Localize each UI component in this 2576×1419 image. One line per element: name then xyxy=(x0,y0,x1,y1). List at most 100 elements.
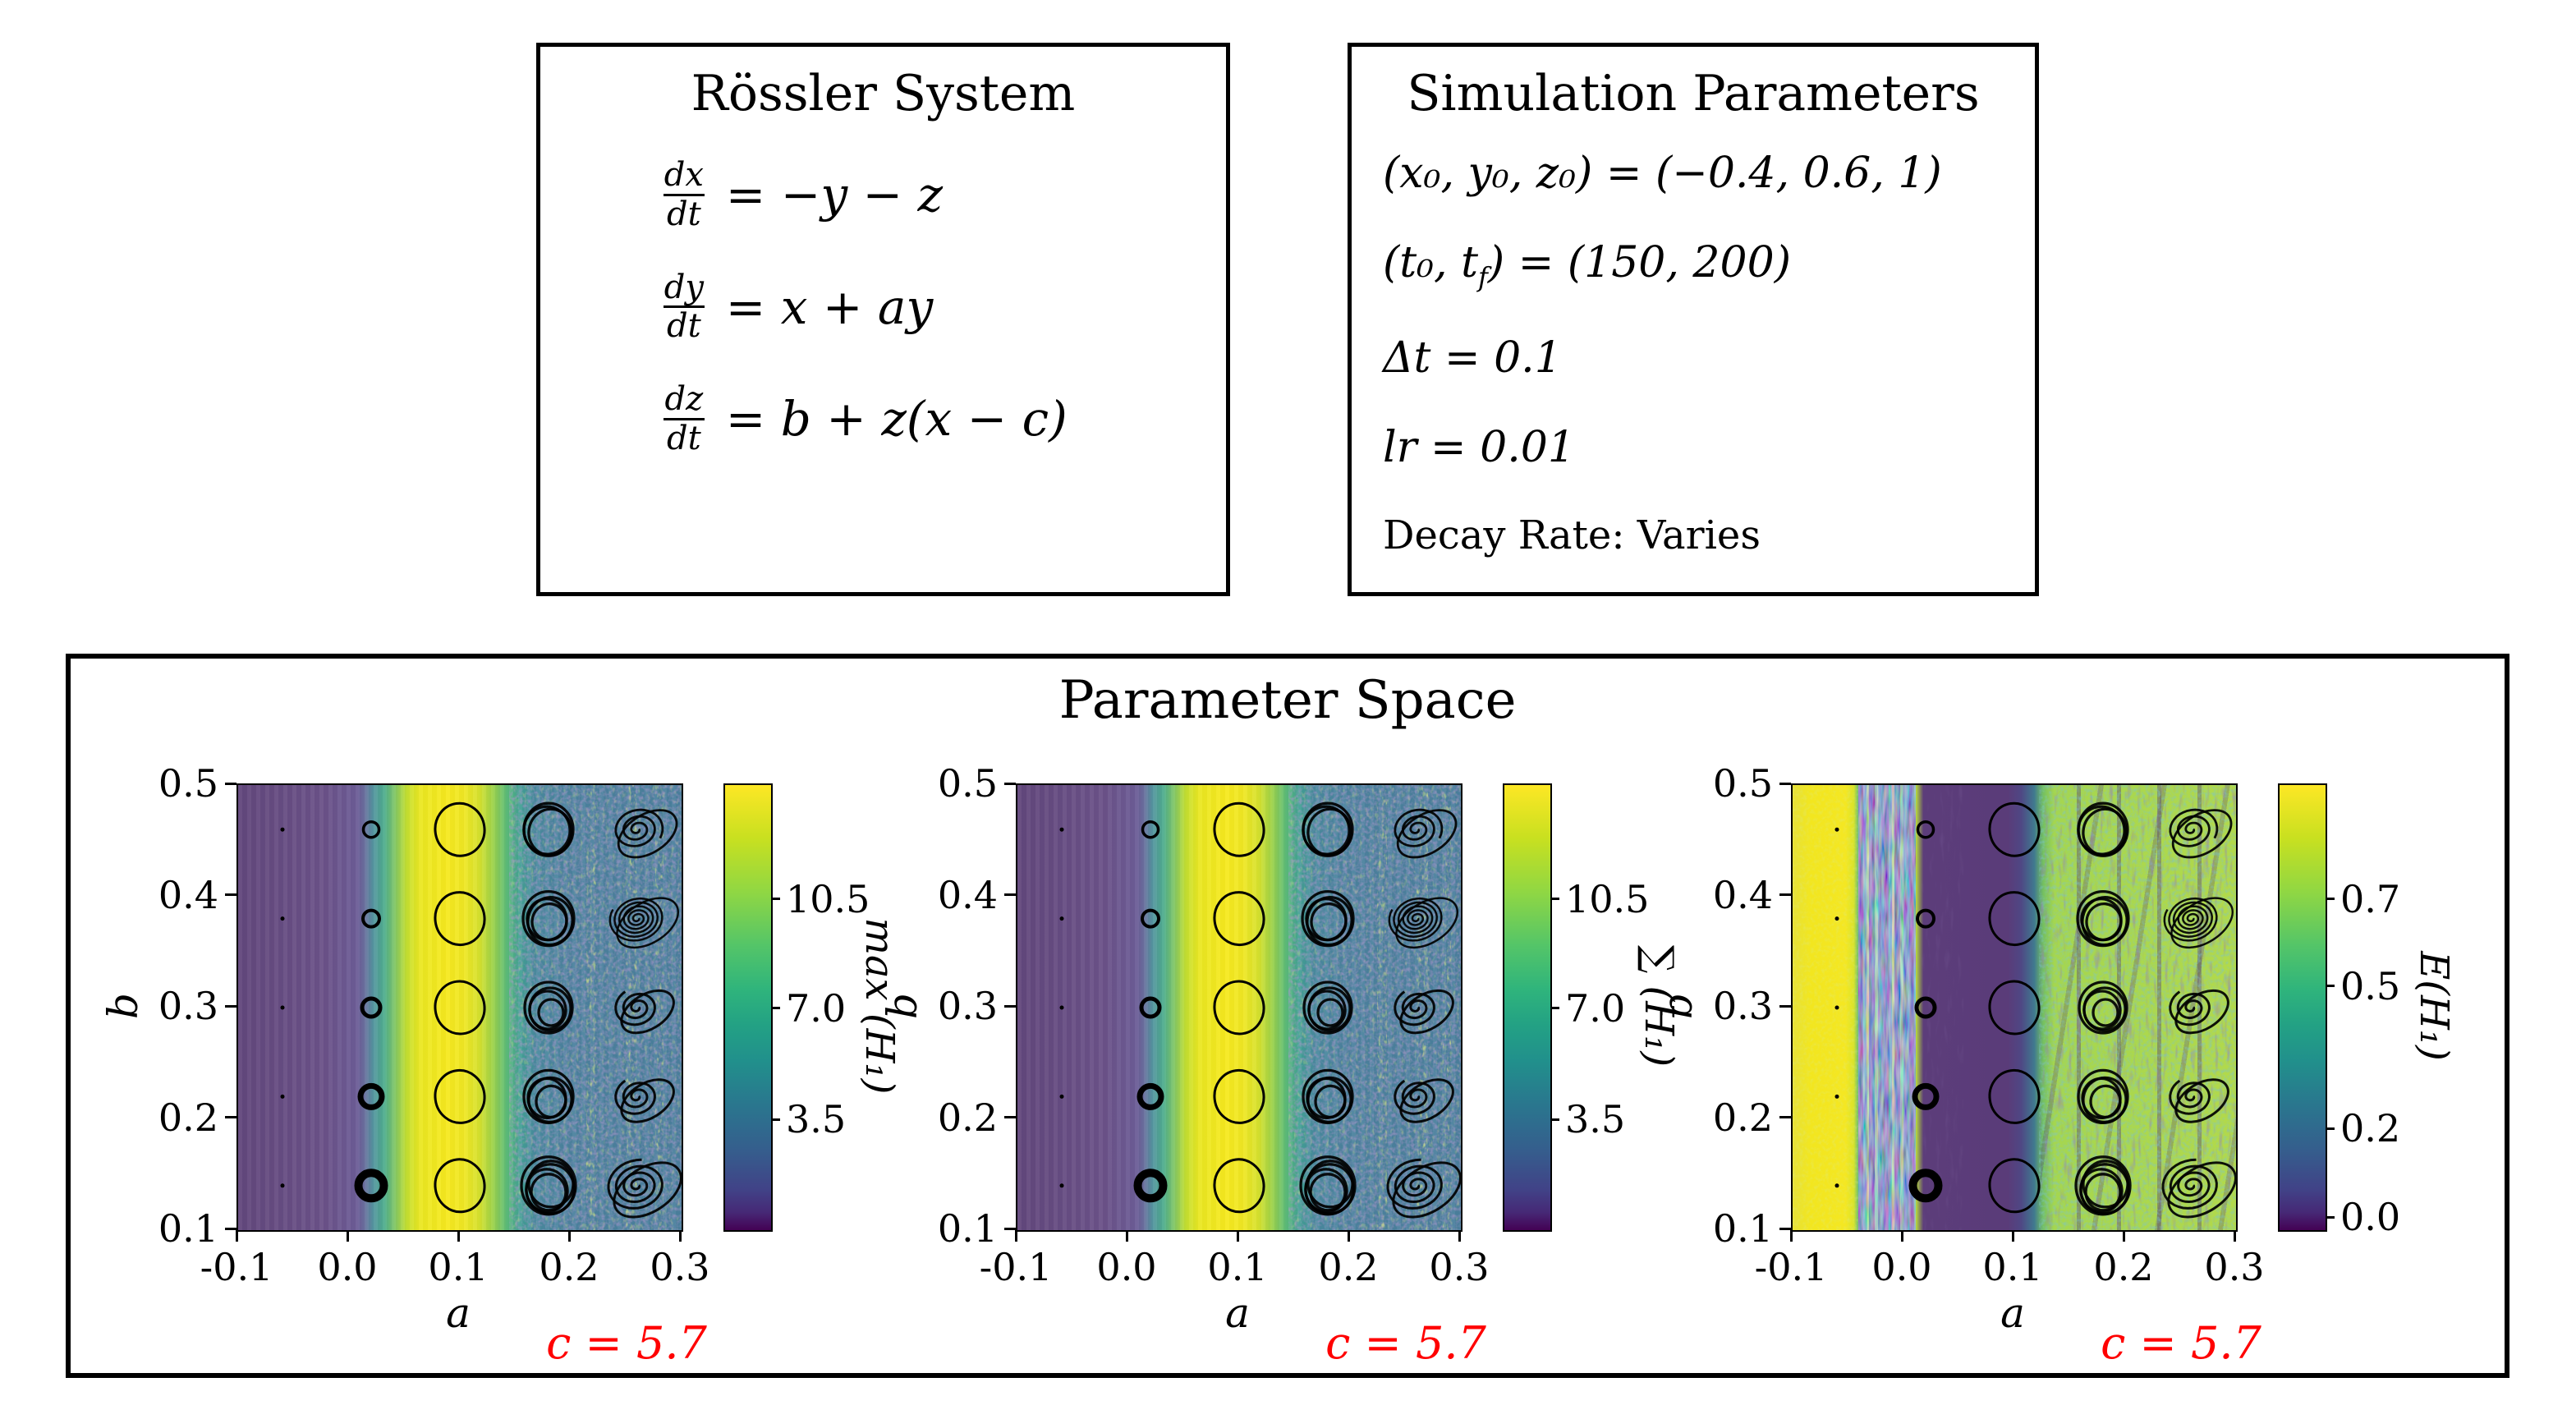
parameter-line: (t₀, tf) = (150, 200) xyxy=(1383,238,1791,293)
colorbar-tick-label: 7.0 xyxy=(1565,985,1626,1031)
x-axis-label: a xyxy=(446,1289,471,1337)
y-tick-mark xyxy=(225,893,236,896)
colorbar-tick-label: 0.0 xyxy=(2340,1195,2401,1240)
y-tick-mark xyxy=(225,1004,236,1008)
y-tick-label: 0.1 xyxy=(937,1206,998,1251)
colorbar-tick-label: 10.5 xyxy=(786,876,870,921)
colorbar-sum-h1 xyxy=(1503,783,1552,1232)
y-tick-mark xyxy=(1004,893,1016,896)
y-tick-mark xyxy=(1779,1116,1791,1118)
y-tick-mark xyxy=(1004,1004,1016,1008)
x-tick-mark xyxy=(678,1230,682,1242)
parameter-line: lr = 0.01 xyxy=(1383,423,1575,473)
x-tick-label: 0.2 xyxy=(2093,1245,2154,1289)
y-tick-label: 0.2 xyxy=(1712,1095,1773,1140)
y-tick-label: 0.2 xyxy=(158,1095,218,1140)
x-tick-label: 0.0 xyxy=(1096,1245,1157,1289)
colorbar-tick-label: 0.5 xyxy=(2340,963,2401,1008)
x-tick-label: 0.0 xyxy=(1871,1245,1932,1289)
heatmap-noise xyxy=(1288,785,1461,1230)
colorbar-tick-mark xyxy=(1550,898,1559,901)
y-tick-label: 0.5 xyxy=(1712,761,1773,806)
fraction-dydt: dy dt xyxy=(664,268,705,346)
x-tick-mark xyxy=(346,1230,349,1242)
colorbar-tick-label: 10.5 xyxy=(1565,876,1650,921)
equation-dydt: dy dt = x + ay xyxy=(664,268,934,346)
x-tick-label: -0.1 xyxy=(200,1245,273,1289)
colorbar-e-h1 xyxy=(2278,783,2327,1232)
colorbar-tick-label: 7.0 xyxy=(786,985,847,1031)
equation-dxdt: dx dt = −y − z xyxy=(664,156,944,233)
y-tick-label: 0.3 xyxy=(158,984,218,1028)
heatmap-sum-h1 xyxy=(1016,783,1462,1232)
y-tick-mark xyxy=(1004,1116,1016,1118)
rossler-equations: dx dt = −y − z dy dt = x + ay dz dt = b … xyxy=(540,157,1226,457)
orbit-overlay xyxy=(1059,801,1461,1219)
x-tick-mark xyxy=(1125,1230,1128,1242)
colorbar-tick-mark xyxy=(1550,1118,1559,1121)
colorbar-max-h1 xyxy=(723,783,773,1232)
x-tick-mark xyxy=(1347,1230,1350,1242)
parameter-line: (x₀, y₀, z₀) = (−0.4, 0.6, 1) xyxy=(1383,149,1942,198)
orbit-overlay xyxy=(1834,801,2236,1219)
x-tick-mark xyxy=(2233,1230,2236,1242)
plot-e-h1: b a c = 5.7 E(H₁) 0.5 0.4 0.3 0.2 0.1 -0.1 0.0… xyxy=(1625,659,2479,1371)
colorbar-tick-mark xyxy=(771,898,780,901)
x-axis-label: a xyxy=(2000,1289,2025,1337)
colorbar-tick-mark xyxy=(2326,898,2335,901)
plot-max-h1: b a c = 5.7 max (H₁) 0.5 0.4 0.3 0.2 0.1 -0.1… xyxy=(71,659,925,1371)
y-tick-mark xyxy=(1004,782,1016,785)
y-tick-label: 0.5 xyxy=(158,761,218,806)
heatmap-noise xyxy=(1793,785,2236,1230)
y-tick-mark xyxy=(1779,1227,1791,1230)
y-tick-label: 0.3 xyxy=(937,984,998,1028)
y-tick-label: 0.1 xyxy=(1712,1206,1773,1251)
orbit-overlay xyxy=(280,801,682,1219)
x-tick-mark xyxy=(1236,1230,1239,1242)
parameter-line: Δt = 0.1 xyxy=(1383,333,1562,383)
x-tick-label: 0.3 xyxy=(650,1245,710,1289)
fraction-dzdt: dz dt xyxy=(664,380,705,457)
heatmap-noise xyxy=(509,785,682,1230)
y-axis-label: b xyxy=(1654,992,1701,1020)
colorbar-tick-mark xyxy=(2326,1127,2335,1130)
y-tick-label: 0.2 xyxy=(937,1095,998,1140)
x-tick-label: 0.3 xyxy=(1429,1245,1490,1289)
parameter-space-title: Parameter Space xyxy=(1058,670,1517,731)
colorbar-tick-mark xyxy=(2326,985,2335,988)
x-tick-mark xyxy=(235,1230,238,1242)
heatmap-max-h1 xyxy=(236,783,683,1232)
x-axis-label: a xyxy=(1225,1289,1250,1337)
y-tick-label: 0.1 xyxy=(158,1206,218,1251)
y-axis-label: b xyxy=(99,992,147,1020)
x-tick-mark xyxy=(1014,1230,1017,1242)
c-annotation: c = 5.7 xyxy=(1325,1317,1486,1369)
colorbar-tick-mark xyxy=(771,1118,780,1121)
rossler-box-title: Rössler System xyxy=(691,65,1076,122)
params-box-title: Simulation Parameters xyxy=(1407,65,1980,122)
y-tick-mark xyxy=(225,1116,236,1118)
parameter-space-box: Parameter Space b a c = 5.7 max (H₁) 0.5… xyxy=(66,654,2509,1378)
y-tick-mark xyxy=(1779,1004,1791,1008)
c-annotation: c = 5.7 xyxy=(2101,1317,2261,1369)
x-tick-label: -0.1 xyxy=(979,1245,1053,1289)
y-tick-mark xyxy=(225,1227,236,1230)
y-tick-label: 0.4 xyxy=(158,872,218,917)
parameter-lines: (x₀, y₀, z₀) = (−0.4, 0.6, 1) (t₀, tf) = … xyxy=(1352,149,2035,559)
x-tick-mark xyxy=(1458,1230,1461,1242)
x-tick-label: 0.0 xyxy=(317,1245,378,1289)
c-annotation: c = 5.7 xyxy=(546,1317,707,1369)
y-tick-mark xyxy=(1004,1227,1016,1230)
x-tick-mark xyxy=(567,1230,571,1242)
x-tick-label: -0.1 xyxy=(1754,1245,1828,1289)
colorbar-tick-label: 0.2 xyxy=(2340,1106,2401,1151)
colorbar-label-e-h1: E(H₁) xyxy=(2411,951,2457,1061)
colorbar-tick-label: 3.5 xyxy=(786,1097,847,1142)
x-tick-mark xyxy=(1789,1230,1793,1242)
parameter-line: Decay Rate: Varies xyxy=(1383,512,1761,559)
x-tick-label: 0.2 xyxy=(539,1245,599,1289)
y-tick-label: 0.3 xyxy=(1712,984,1773,1028)
x-tick-mark xyxy=(2122,1230,2125,1242)
x-tick-mark xyxy=(457,1230,460,1242)
